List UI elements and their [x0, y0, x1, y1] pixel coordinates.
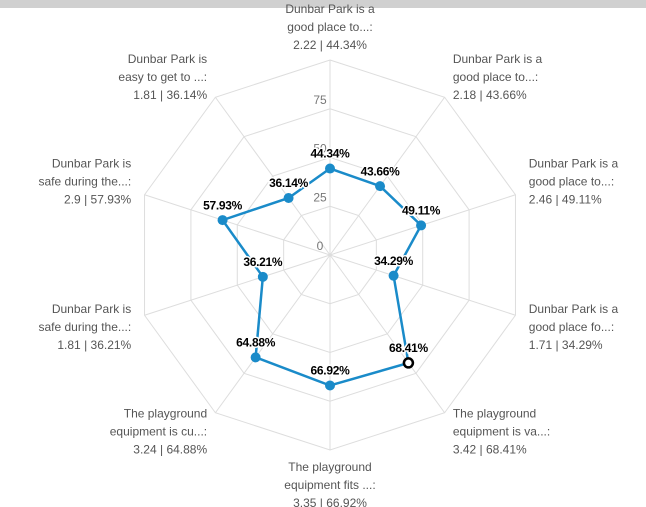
data-point [388, 270, 399, 281]
axis-label: 3.35 | 66.92% [293, 496, 367, 507]
axis-label: equipment fits ...: [284, 478, 375, 492]
data-point [250, 352, 261, 363]
data-label: 43.66% [361, 164, 401, 178]
data-label: 36.21% [243, 255, 283, 269]
axis-label: 1.71 | 34.29% [529, 338, 603, 352]
axis-label: good place to...: [529, 175, 614, 189]
data-label: 36.14% [269, 176, 309, 190]
data-point [416, 220, 427, 231]
axis-label: Dunbar Park is [128, 52, 207, 66]
axis-label: Dunbar Park is [52, 157, 131, 171]
axis-label: The playground [288, 460, 371, 474]
axis-label: good place to...: [287, 20, 372, 34]
r-tick-label: 0 [317, 239, 324, 253]
axis-label: equipment is va...: [453, 424, 550, 438]
data-label: 64.88% [236, 336, 276, 350]
axis-label: 3.24 | 64.88% [133, 442, 207, 456]
spoke [329, 254, 516, 316]
data-point [325, 380, 335, 391]
axis-label: The playground [124, 406, 207, 420]
data-point [402, 357, 415, 369]
r-tick-label: 25 [313, 190, 327, 204]
data-label: 44.34% [311, 147, 351, 161]
spoke [144, 194, 331, 256]
spoke [144, 254, 331, 316]
spoke [214, 96, 331, 256]
top-bar [0, 0, 646, 8]
axis-label: equipment is cu...: [110, 424, 207, 438]
axis-label: 1.81 | 36.14% [133, 88, 207, 102]
axis-label: Dunbar Park is a [453, 52, 543, 66]
axis-label: 2.46 | 49.11% [529, 193, 602, 207]
data-point [325, 163, 335, 174]
axis-label: 1.81 | 36.21% [57, 338, 131, 352]
data-point [217, 215, 228, 226]
data-point [257, 271, 268, 282]
axis-label: Dunbar Park is a [529, 302, 619, 316]
axis-label: Dunbar Park is [52, 302, 131, 316]
data-label: 57.93% [203, 198, 243, 212]
axis-label: safe during the...: [38, 320, 131, 334]
axis-label: The playground [453, 406, 536, 420]
spoke [214, 254, 331, 414]
data-point [375, 181, 386, 192]
data-label: 49.11% [402, 204, 441, 218]
axis-label: easy to get to ...: [118, 70, 207, 84]
r-tick-label: 75 [313, 93, 327, 107]
data-label: 34.29% [374, 254, 414, 268]
axis-label: good place fo...: [529, 320, 614, 334]
axis-label: 3.42 | 68.41% [453, 442, 527, 456]
axis-label: safe during the...: [38, 175, 131, 189]
spoke [329, 254, 446, 414]
axis-label: good place to...: [453, 70, 538, 84]
data-label: 68.41% [389, 341, 429, 355]
spoke [329, 96, 446, 256]
axis-label: 2.22 | 44.34% [293, 38, 367, 52]
data-point [283, 192, 294, 203]
axis-label: Dunbar Park is a [285, 2, 375, 16]
data-label: 66.92% [311, 364, 351, 378]
axis-label: 2.9 | 57.93% [64, 193, 131, 207]
r-tick-label: 50 [313, 142, 327, 156]
axis-label: Dunbar Park is a [529, 157, 619, 171]
axis-label: 2.18 | 43.66% [453, 88, 527, 102]
